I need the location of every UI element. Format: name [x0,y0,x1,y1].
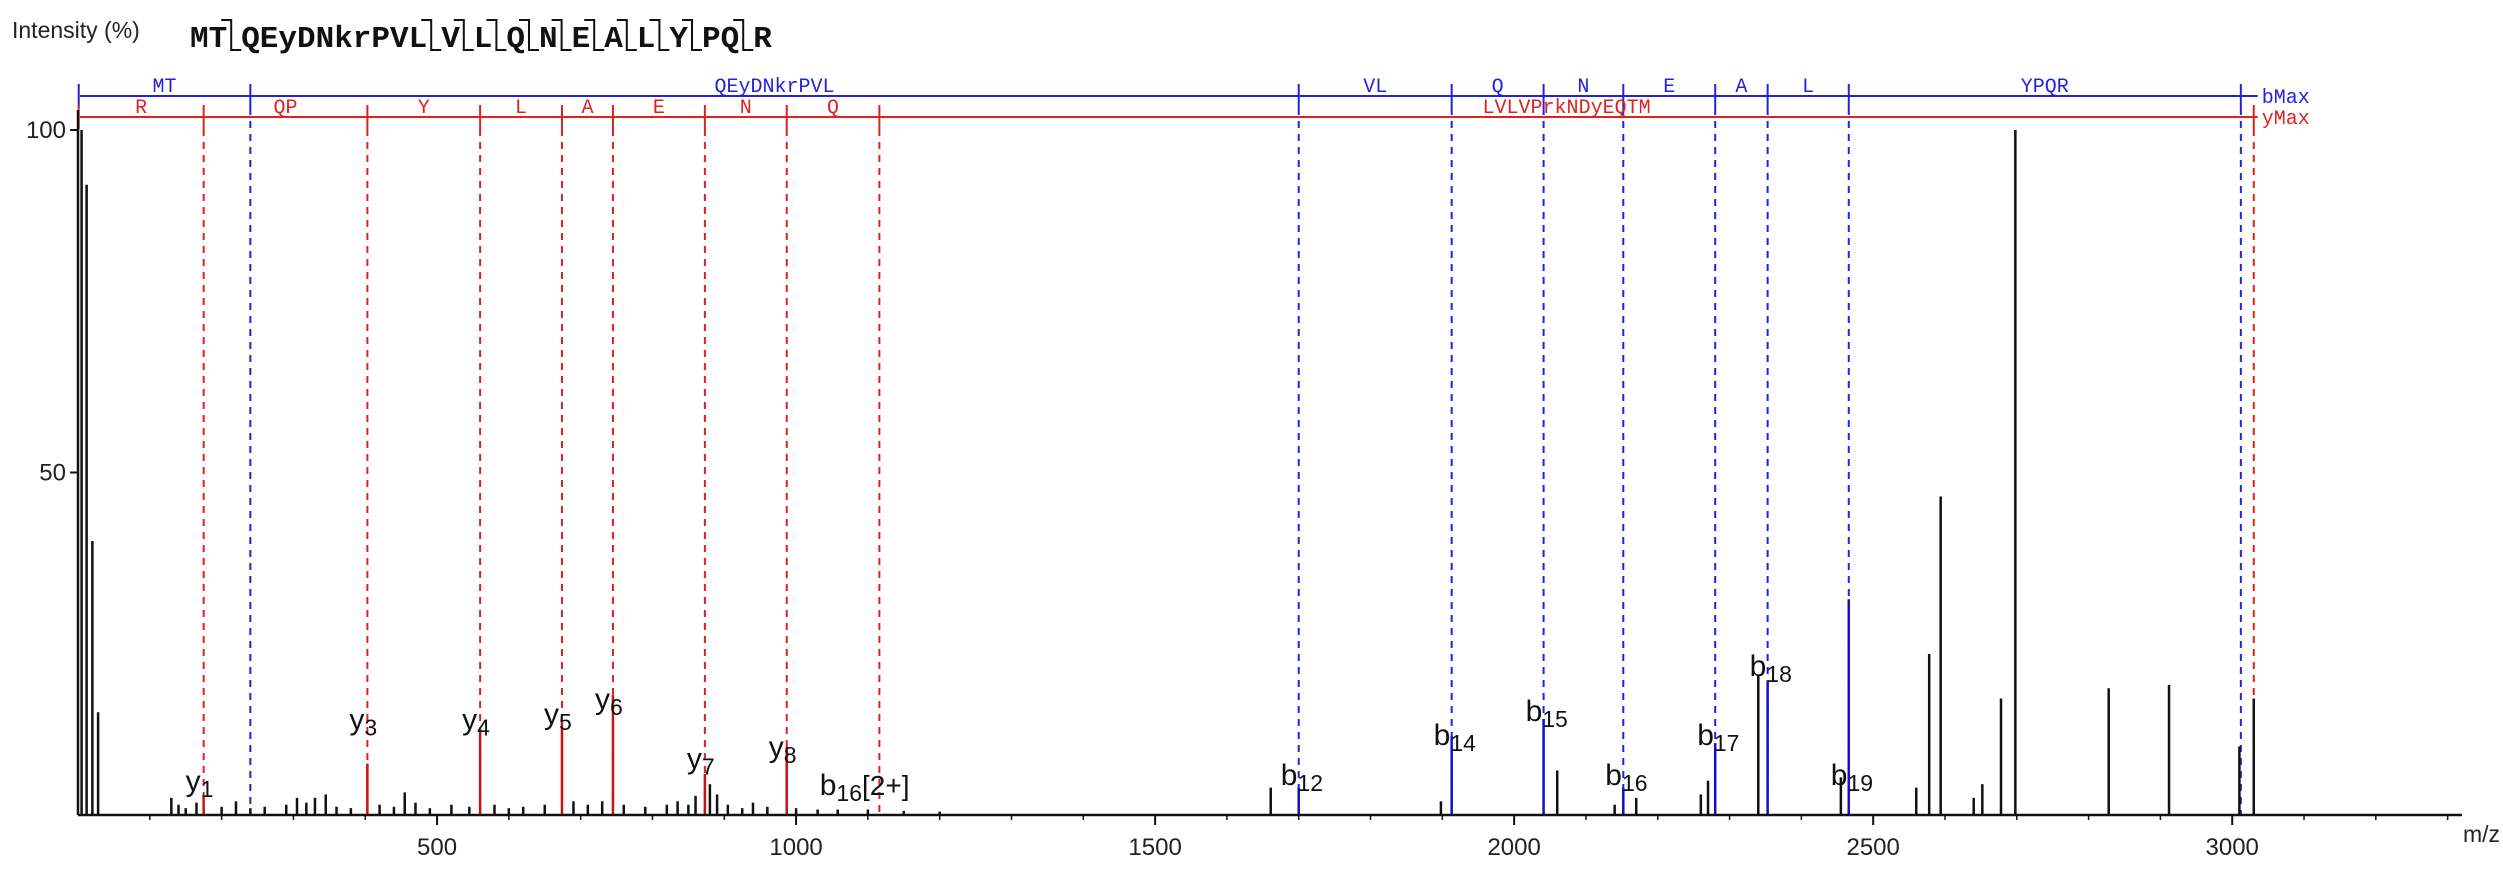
x-tick-label: 2500 [1846,834,1899,861]
b-segment-label: QEyDNkrPVL [715,76,835,99]
sequence-segment: E [572,22,591,57]
peak-label: b15 [1526,695,1568,732]
cleavage-marker [519,19,539,51]
cleavage-marker [221,19,242,51]
peak-label: b19 [1831,759,1873,796]
peak-label: b17 [1697,719,1739,756]
sequence-segment: L [474,22,493,57]
sequence-segment: A [604,22,623,57]
y-tick-label: 100 [26,117,66,144]
y-tick-label: 50 [39,460,66,487]
x-tick-label: 1000 [769,834,822,861]
peak-label: b18 [1750,650,1792,687]
peak-label: b16 [1605,759,1647,796]
peak-label: y8 [769,731,797,768]
y-segment-label: Q [827,97,839,120]
peak-label: b16[2+] [820,769,910,806]
cleavage-marker [682,19,702,51]
x-tick-label: 500 [417,834,457,861]
y-segment-label: Y [418,97,430,120]
cleavage-marker [421,19,442,51]
b-segment-label: A [1735,76,1747,99]
b-segment-label: E [1663,76,1675,99]
cleavage-marker [453,19,474,51]
b-ladder-name: bMax [2262,87,2310,110]
sequence-segment: MT [190,22,227,57]
y-segment-label: E [653,97,665,120]
b-segment-label: N [1577,76,1589,99]
y-segment-label: N [740,97,752,120]
sequence-segment: Q [506,22,525,57]
axes: 500 1000 1500 2000 2500 3000 50 100 [26,110,2462,861]
y-segment-label: LVLVPrkNDyEQTM [1483,97,1651,120]
y-segment-label: R [135,97,147,120]
peak-label: y1 [186,765,214,802]
x-tick-label: 1500 [1128,834,1181,861]
y-segment-label: A [581,97,593,120]
sequence-segment: L [637,22,656,57]
sequence-segment: QEyDNkrPVL [241,22,427,57]
b-segment-label: MT [153,76,177,99]
b-segment-label: Q [1492,76,1504,99]
peak-label: y4 [462,703,490,740]
peak-label: b12 [1281,759,1323,796]
x-tick-label: 3000 [2206,834,2259,861]
cleavage-marker [649,19,670,51]
y-ladder-name: yMax [2262,108,2310,131]
peak-label: y5 [544,698,572,735]
x-axis-label: m/z [2463,821,2500,847]
cleavage-marker [616,19,637,51]
sequence-segment: Y [669,22,688,57]
peak-label: b14 [1434,719,1476,756]
cleavage-marker [486,19,507,51]
peak-annotations: y1 y3 y4 y5 y6 y7 y8 b16[2+] b12 b14 b15 b16 b17 b18 b… [186,650,1873,806]
b-segment-label: YPQR [2021,76,2069,99]
y-segment-label: QP [274,97,298,120]
y-segment-label: L [515,97,527,120]
b-segment-label: L [1802,76,1814,99]
spectrum-peaks [80,130,2256,815]
peak-label: y3 [349,703,377,740]
peptide-sequence: MT QEyDNkrPVL V L Q N E A L Y PQ R [190,19,772,57]
peak-label: y6 [595,683,623,720]
y-axis-label: Intensity (%) [12,17,140,43]
b-segment-label: VL [1363,76,1387,99]
sequence-segment: V [441,22,460,57]
cleavage-marker [733,19,754,51]
peak-label: y7 [687,742,715,779]
sequence-segment: PQ [702,22,739,57]
sequence-segment: R [753,22,772,57]
cleavage-marker [584,19,605,51]
sequence-segment: N [539,22,558,57]
cleavage-marker [551,19,572,51]
x-tick-label: 2000 [1487,834,1540,861]
